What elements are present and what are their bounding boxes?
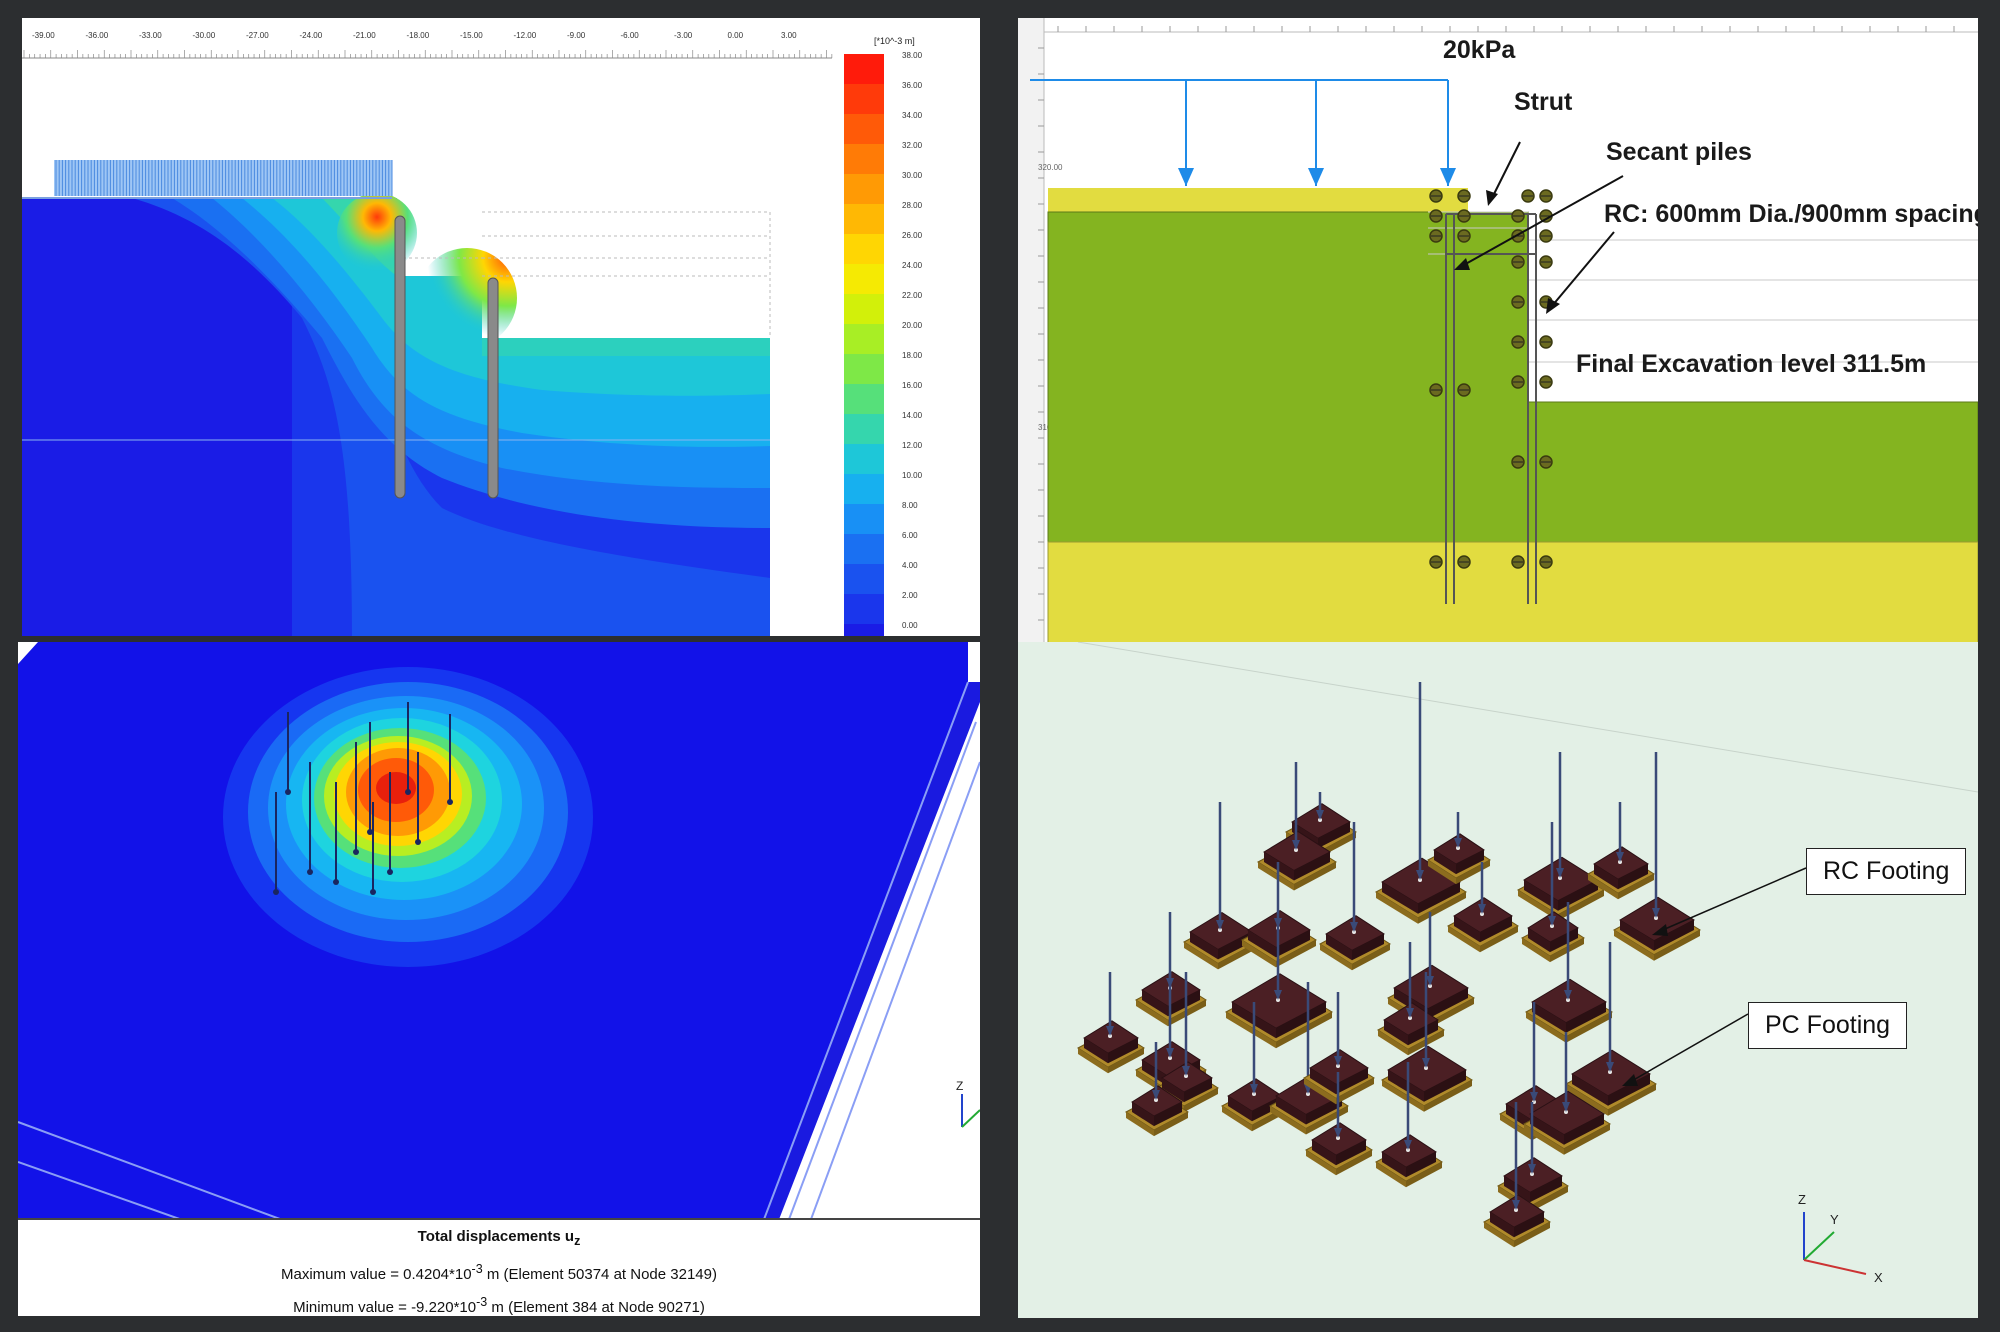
axis-z-label: Z (1798, 1192, 1806, 1207)
ruler-tick-label: -27.00 (246, 31, 269, 40)
ruler-tick-label: -21.00 (353, 31, 376, 40)
ruler-label-320: 320.00 (1038, 163, 1063, 172)
legend-value: 6.00 (902, 531, 918, 540)
clay-layer-retained (1047, 211, 1529, 543)
legend-swatch (844, 234, 884, 264)
caption-title: Total displacements uz (417, 1228, 581, 1248)
axis-triad: Z (956, 1079, 980, 1128)
excavation-level-label: Final Excavation level 311.5m (1576, 350, 1926, 378)
axis-y-label: Y (1830, 1212, 1839, 1227)
max-value-line: Maximum value = 0.4204*10-3 m (Element 5… (281, 1262, 717, 1283)
legend-value: 10.00 (902, 471, 923, 480)
legend-value: 24.00 (902, 261, 923, 270)
legend-value: 22.00 (902, 291, 923, 300)
ruler (1038, 26, 1955, 621)
color-legend: 38.00 36.00 34.00 32.00 30.00 28.00 26.00 24.00… (844, 51, 923, 636)
ruler-tick-label: 0.00 (728, 31, 744, 40)
section-diagram-panel: 320.00 310.00 20kPa (1018, 18, 1978, 646)
ruler-tick-label: -39.00 (32, 31, 55, 40)
legend-value: 8.00 (902, 501, 918, 510)
contour-2d-canvas: -39.00 -36.00 -33.00 -30.00 -27.00 -24.00 -21.… (22, 31, 923, 636)
ruler-tick-label: -33.00 (139, 31, 162, 40)
legend-value: 2.00 (902, 591, 918, 600)
settlement-bowl (223, 667, 593, 967)
footings-3d-panel: Z Y X RC Footing PC Footing (1018, 642, 1978, 1318)
legend-value: 18.00 (902, 351, 923, 360)
legend-swatch (844, 564, 884, 594)
legend-unit: [*10^-3 m] (874, 36, 915, 46)
legend-swatch (844, 324, 884, 354)
legend-swatch (844, 204, 884, 234)
soil-mass-left (22, 198, 292, 636)
ruler-tick-label: -9.00 (567, 31, 586, 40)
legend-swatch (844, 384, 884, 414)
rc-pile-label: RC: 600mm Dia./900mm spacing (1604, 200, 1978, 228)
legend-swatch (844, 624, 884, 636)
rc-footing-callout: RC Footing (1806, 848, 1967, 895)
axis-z-label: Z (956, 1079, 963, 1093)
displacement-3d-canvas: Z (18, 642, 980, 1222)
deformation-contour-2d-panel: -39.00 -36.00 -33.00 -30.00 -27.00 -24.00 -21.… (22, 18, 980, 636)
legend-swatch (844, 84, 884, 114)
secant-piles-label: Secant piles (1606, 138, 1752, 166)
legend-value: 32.00 (902, 141, 923, 150)
axis-triad: Z Y X (1798, 1192, 1883, 1285)
section-canvas: 320.00 310.00 20kPa (1018, 18, 1978, 646)
legend-swatch (844, 294, 884, 324)
legend-swatch (844, 444, 884, 474)
ruler-tick-label: -18.00 (407, 31, 430, 40)
legend-value: 38.00 (902, 51, 923, 60)
pile-2 (487, 277, 499, 499)
ruler-tick-label: -15.00 (460, 31, 483, 40)
legend-swatch (844, 474, 884, 504)
axis-x-label: X (1874, 1270, 1883, 1285)
legend-swatch (844, 504, 884, 534)
pile-1 (394, 215, 406, 499)
legend-value: 36.00 (902, 81, 923, 90)
legend-value: 12.00 (902, 441, 923, 450)
ruler-tick-label: -24.00 (300, 31, 323, 40)
ruler-tick-label: -36.00 (86, 31, 109, 40)
column-loads (273, 702, 453, 895)
legend-swatch (844, 144, 884, 174)
legend-value: 16.00 (902, 381, 923, 390)
ruler-tick-label: 3.00 (781, 31, 797, 40)
load-label: 20kPa (1443, 36, 1516, 64)
legend-value: 34.00 (902, 111, 923, 120)
pc-footing-callout: PC Footing (1748, 1002, 1908, 1049)
legend-value: 4.00 (902, 561, 918, 570)
legend-swatch (844, 54, 884, 84)
legend-value: 26.00 (902, 231, 923, 240)
legend-swatch (844, 414, 884, 444)
ruler-ticks: -39.00 -36.00 -33.00 -30.00 -27.00 -24.00 -21.… (23, 31, 833, 58)
min-value-line: Minimum value = -9.220*10-3 m (Element 3… (293, 1295, 705, 1316)
footing-group (1077, 682, 1702, 1248)
legend-swatch (844, 264, 884, 294)
legend-value: 14.00 (902, 411, 923, 420)
ruler-tick-label: -6.00 (621, 31, 640, 40)
footings-3d-canvas: Z Y X (1077, 642, 1978, 1285)
distributed-load (1030, 79, 1456, 186)
legend-value: 0.00 (902, 621, 918, 630)
legend-value: 30.00 (902, 171, 923, 180)
clay-layer-excavated (1527, 401, 1978, 543)
ruler-tick-label: -30.00 (193, 31, 216, 40)
legend-swatch (844, 534, 884, 564)
ruler-tick-label: -12.00 (514, 31, 537, 40)
anchor-nodes (1429, 189, 1553, 569)
legend-value: 20.00 (902, 321, 923, 330)
legend-swatch (844, 594, 884, 624)
surface-load (54, 160, 393, 196)
strut-label: Strut (1514, 88, 1573, 116)
legend-value: 28.00 (902, 201, 923, 210)
top-sand-layer (1048, 188, 1468, 212)
result-caption: Total displacements uz Maximum value = 0… (18, 1218, 980, 1316)
legend-swatch (844, 354, 884, 384)
displacement-3d-panel: Z Total displacements uz Maximum value =… (18, 642, 980, 1316)
ruler-tick-label: -3.00 (674, 31, 693, 40)
secant-piles (1445, 214, 1537, 604)
legend-swatch (844, 114, 884, 144)
legend-swatch (844, 174, 884, 204)
